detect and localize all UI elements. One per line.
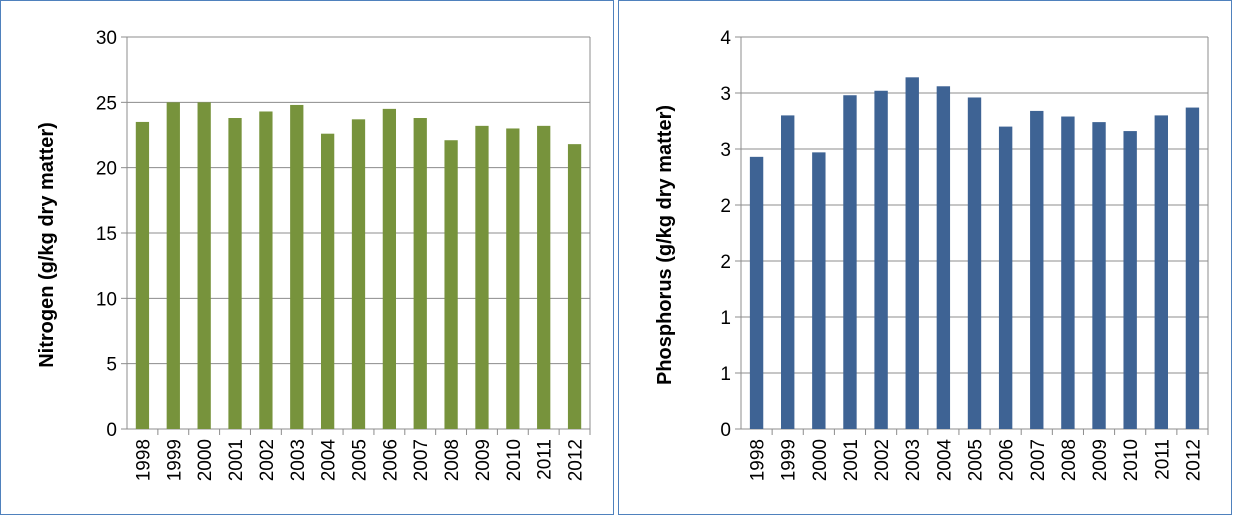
y-tick-label: 1: [720, 308, 731, 329]
bar-2005: [967, 97, 982, 429]
x-tick-label: 2011: [1152, 439, 1173, 480]
x-tick-label: 2003: [288, 439, 309, 481]
x-tick-label: 1998: [748, 439, 769, 481]
bar-1999: [166, 102, 180, 429]
x-tick-label: 2005: [350, 439, 371, 481]
bar-2007: [1030, 110, 1044, 430]
y-tick-label: 5: [106, 355, 117, 376]
x-tick-label: 2008: [442, 439, 463, 481]
bar-2003: [290, 104, 304, 430]
y-tick-label: 25: [96, 93, 117, 114]
x-tick-label: 2010: [1121, 439, 1142, 481]
x-tick-label: 2003: [903, 439, 924, 481]
x-tick-label: 2000: [195, 439, 216, 481]
y-tick-label: 2: [720, 196, 731, 217]
x-tick-label: 2007: [411, 439, 432, 481]
y-tick-label: 1: [720, 364, 731, 385]
x-tick-label: 2004: [319, 439, 340, 482]
bar-2001: [843, 95, 857, 430]
bar-2005: [351, 119, 366, 429]
bar-2010: [506, 128, 520, 429]
y-tick-label: 0: [720, 420, 731, 441]
x-tick-label: 2006: [997, 439, 1018, 481]
x-tick-label: 2011: [535, 439, 556, 480]
x-tick-label: 2010: [504, 439, 525, 481]
x-tick-label: 2001: [226, 439, 247, 481]
x-tick-label: 1999: [164, 439, 185, 481]
bar-2006: [998, 126, 1013, 429]
y-tick-label: 10: [96, 289, 117, 310]
x-tick-label: 2002: [872, 439, 893, 481]
x-tick-label: 2000: [810, 439, 831, 481]
x-tick-label: 2009: [473, 439, 494, 481]
x-tick-label: 2012: [1183, 439, 1204, 481]
y-tick-label: 20: [96, 159, 117, 180]
x-tick-label: 2002: [257, 439, 278, 481]
bar-2004: [936, 86, 951, 429]
phosphorus-chart-panel: 0 1 1 2 2 3 3 4 1998 1999 2000 2001 2002 2003 2004 2005…: [618, 0, 1232, 515]
bar-2011: [537, 125, 551, 429]
x-tick-label: 1998: [133, 439, 154, 481]
bar-2004: [320, 133, 335, 429]
bar-1999: [781, 115, 795, 430]
bar-2000: [812, 152, 826, 430]
bar-2006: [382, 108, 397, 429]
x-tick-label: 1999: [779, 439, 800, 481]
bar-2012: [567, 144, 582, 429]
bar-2002: [259, 111, 273, 429]
nitrogen-bar-chart: 0 5 10 15 20 25 30 1998 1999 2000 2001 2002 2003 2004…: [36, 28, 591, 482]
y-tick-label: 3: [720, 140, 731, 161]
bar-2007: [413, 118, 427, 429]
y-tick-label: 30: [96, 28, 117, 49]
y-tick-label: 15: [96, 224, 117, 245]
x-tick-label: 2005: [966, 439, 987, 481]
phosphorus-bar-chart: 0 1 1 2 2 3 3 4 1998 1999 2000 2001 2002 2003 2004 2005…: [654, 28, 1209, 482]
x-tick-label: 2004: [934, 439, 955, 482]
x-tick-label: 2009: [1090, 439, 1111, 481]
y-tick-label: 0: [106, 420, 117, 441]
y-tick-label: 2: [720, 252, 731, 273]
x-tick-label: 2008: [1059, 439, 1080, 481]
y-axis-label: Phosphorus (g/kg dry matter): [654, 105, 676, 385]
x-tick-label: 2007: [1028, 439, 1049, 481]
x-tick-label: 2001: [841, 439, 862, 481]
bar-2008: [1061, 116, 1075, 430]
bar-2009: [475, 125, 489, 429]
bar-2001: [228, 118, 242, 429]
bar-2008: [444, 140, 458, 429]
bar-2002: [874, 90, 888, 429]
bar-2000: [197, 102, 211, 429]
y-axis-label: Nitrogen (g/kg dry matter): [36, 122, 58, 368]
x-tick-label: 2012: [566, 439, 587, 481]
bar-1998: [749, 156, 764, 429]
bar-2012: [1185, 107, 1200, 429]
nitrogen-chart-panel: 0 5 10 15 20 25 30 1998 1999 2000 2001 2002 2003 2004…: [0, 0, 614, 515]
bar-2011: [1154, 115, 1168, 430]
y-tick-label: 4: [720, 28, 731, 49]
bar-1998: [135, 121, 150, 429]
bar-2009: [1092, 122, 1106, 430]
bar-2003: [905, 77, 919, 429]
y-tick-label: 3: [720, 84, 731, 105]
x-tick-label: 2006: [380, 439, 401, 481]
bar-2010: [1123, 131, 1137, 429]
